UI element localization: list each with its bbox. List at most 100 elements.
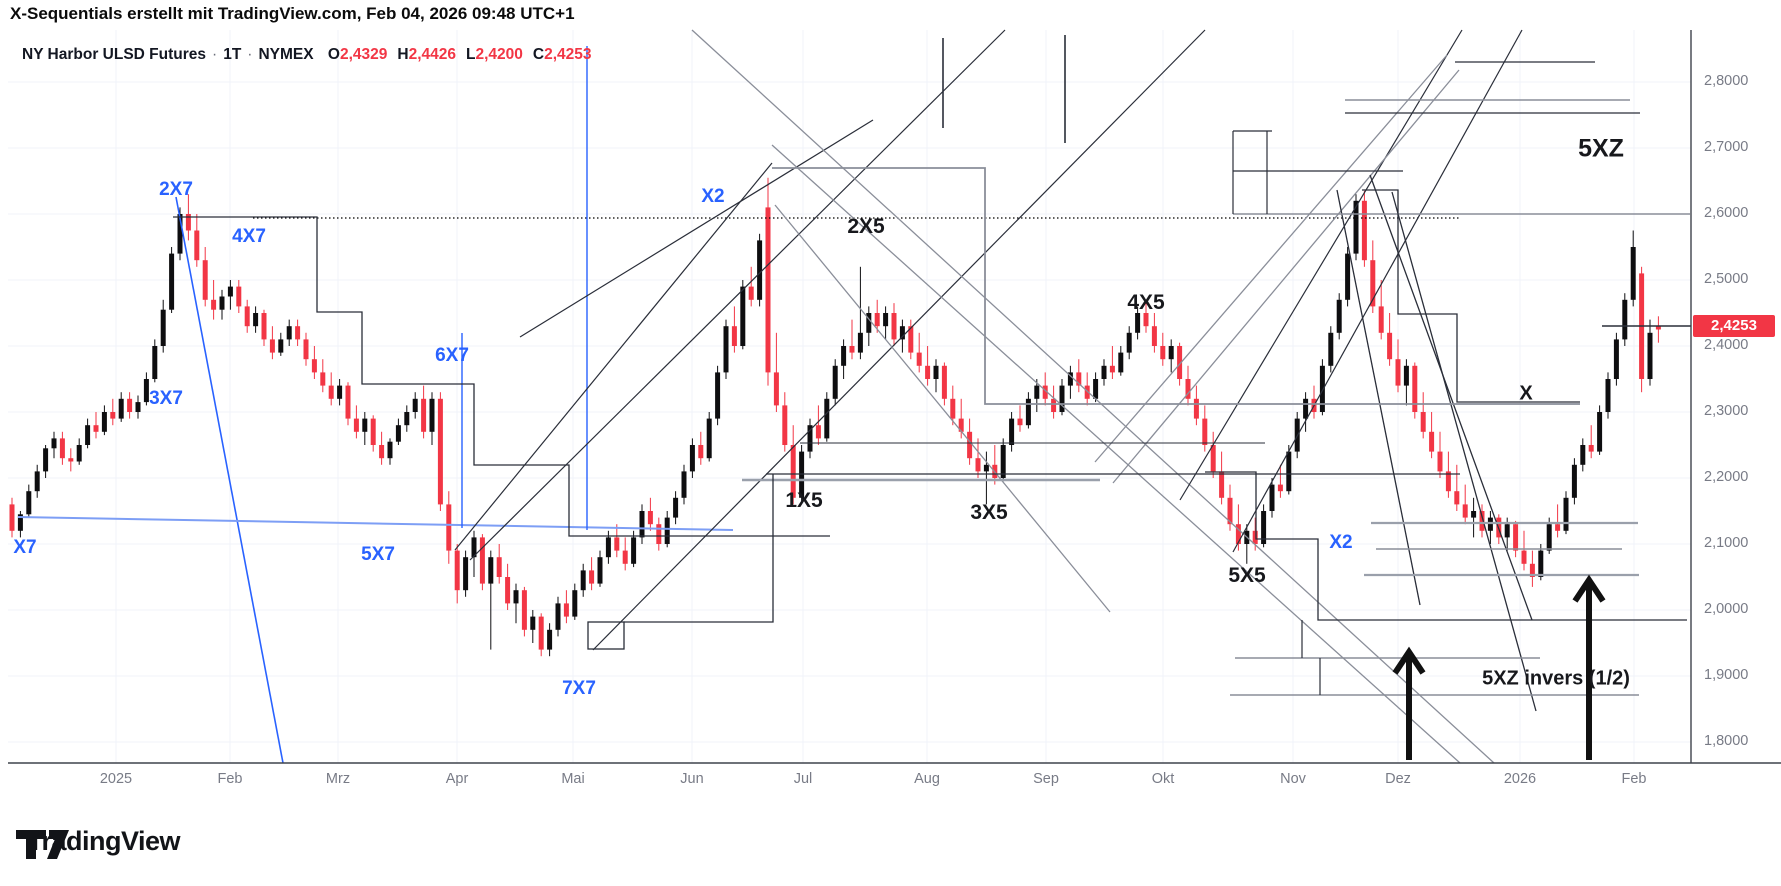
trend-line[interactable] (592, 29, 1206, 651)
candle-body (1303, 398, 1309, 419)
candle-body (395, 425, 401, 442)
step-line[interactable] (624, 474, 774, 623)
candle-body (1336, 299, 1342, 333)
candle-body (303, 339, 309, 360)
candle-body (916, 352, 922, 366)
candle-body (1353, 200, 1359, 254)
candle-body (59, 438, 65, 459)
candle-body (950, 398, 956, 419)
candle-body (135, 402, 141, 412)
trend-line[interactable] (175, 196, 284, 764)
candle-body (857, 332, 863, 353)
time-tick-label: 2025 (99, 771, 133, 787)
trend-line[interactable] (1232, 29, 1523, 553)
trend-line[interactable] (1369, 174, 1533, 621)
candle-body (244, 306, 250, 327)
trend-line[interactable] (1179, 29, 1463, 501)
annotation-label-4x5[interactable]: 4X5 (1127, 291, 1165, 314)
interval-value[interactable]: 1T (223, 46, 242, 63)
candle-body (1319, 365, 1325, 412)
annotation-label-5xz-invers-1-2-[interactable]: 5XZ invers (1/2) (1482, 667, 1630, 690)
candle-body (362, 418, 368, 432)
candle-body (513, 590, 519, 604)
tradingview-logo-icon (16, 830, 69, 859)
time-tick-label: Apr (445, 771, 469, 787)
candle-body (622, 550, 628, 564)
candle-body (463, 557, 469, 591)
candle-body (26, 491, 32, 515)
candle-body (807, 425, 813, 452)
annotation-label-4x7[interactable]: 4X7 (232, 226, 266, 247)
annotation-label-x2[interactable]: X2 (1329, 532, 1353, 553)
ohlc-values: O2,4329 H2,4426 L2,4200 C2,4253 (328, 46, 602, 63)
trend-line[interactable] (519, 119, 874, 338)
annotation-label-5xz[interactable]: 5XZ (1578, 134, 1624, 163)
up-arrow-head[interactable] (1392, 646, 1426, 675)
candle-body (1177, 346, 1183, 379)
candle-body (253, 313, 259, 327)
close-label: C (532, 46, 545, 63)
step-line[interactable] (1362, 189, 1580, 403)
step-line[interactable] (173, 216, 830, 537)
candle-body (1647, 332, 1653, 379)
candle-body (51, 438, 57, 449)
candle-body (1067, 372, 1073, 386)
candle-body (580, 570, 586, 591)
candle-body (152, 346, 158, 379)
candle-body (757, 240, 763, 300)
candle-body (925, 365, 931, 379)
candle-body (1655, 326, 1661, 330)
candle-body (211, 299, 217, 310)
candle-body (118, 398, 124, 419)
trend-line[interactable] (454, 162, 773, 551)
candle-body (1395, 359, 1401, 386)
candle-body (1546, 524, 1552, 551)
annotation-label-3x7[interactable]: 3X7 (149, 388, 183, 409)
annotation-label-5x7[interactable]: 5X7 (361, 544, 395, 565)
candle-body (1160, 346, 1166, 360)
trend-line[interactable] (1094, 54, 1448, 463)
candle-body (908, 326, 914, 353)
candle-body (379, 445, 385, 459)
trend-line[interactable] (1391, 191, 1537, 712)
candle-body (387, 441, 393, 459)
candle-body (941, 365, 947, 399)
annotation-label-5x5[interactable]: 5X5 (1228, 564, 1266, 587)
trend-line[interactable] (17, 516, 734, 531)
candle-body (1588, 445, 1594, 452)
candle-body (1051, 398, 1057, 412)
up-arrow-head[interactable] (1572, 574, 1606, 603)
annotation-label-3x5[interactable]: 3X5 (970, 501, 1008, 524)
candle-body (933, 365, 939, 379)
step-line[interactable] (772, 167, 1580, 405)
tradingview-logo[interactable]: TradingView (16, 826, 181, 859)
trend-line[interactable] (1112, 69, 1460, 484)
annotation-label-2x7[interactable]: 2X7 (159, 179, 193, 200)
annotation-label-x2[interactable]: X2 (701, 186, 725, 207)
trend-line[interactable] (691, 29, 1495, 764)
annotation-label-x[interactable]: X (1519, 382, 1533, 405)
step-line[interactable] (1205, 471, 1687, 621)
chart-legend[interactable]: NY Harbor ULSD Futures · 1T · NYMEX O2,4329 H… (22, 46, 602, 64)
candle-body (328, 385, 334, 399)
trend-line[interactable] (469, 29, 1006, 561)
annotation-label-7x7[interactable]: 7X7 (562, 678, 596, 699)
annotation-label-6x7[interactable]: 6X7 (435, 345, 469, 366)
symbol-name[interactable]: NY Harbor ULSD Futures (22, 46, 207, 63)
candle-body (1109, 365, 1115, 373)
candle-body (1378, 306, 1384, 333)
pattern-box[interactable] (587, 621, 625, 650)
trend-line[interactable] (774, 204, 1111, 613)
annotation-label-2x5[interactable]: 2X5 (847, 215, 885, 238)
candle-body (437, 398, 443, 505)
candle-body (278, 339, 284, 353)
price-tick-label: 2,6000 (1704, 205, 1749, 221)
candle-body (1445, 471, 1451, 492)
candle-body (530, 616, 536, 630)
annotation-label-x7[interactable]: X7 (13, 537, 37, 558)
annotation-label-1x5[interactable]: 1X5 (785, 489, 823, 512)
trend-line[interactable] (1336, 189, 1421, 606)
trend-line[interactable] (771, 144, 1461, 764)
